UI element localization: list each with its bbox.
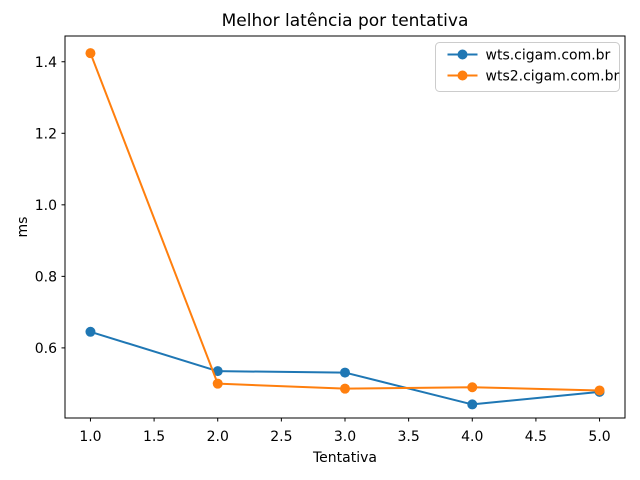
data-point-marker — [467, 399, 478, 410]
data-point-marker — [212, 378, 223, 389]
x-tick-label: 4.0 — [461, 429, 483, 445]
legend-item-wts.cigam.com.br: wts.cigam.com.br — [447, 48, 611, 64]
x-tick-label: 5.0 — [588, 429, 610, 445]
axes-layer: 1.0 1.5 2.0 2.5 3.0 3.5 4.0 4.5 5.0 0.6 0.8 1.0 1.2 1… — [35, 35, 626, 445]
legend-label: wts.cigam.com.br — [486, 48, 611, 64]
axes-box — [64, 35, 626, 419]
legend-label: wts2.cigam.com.br — [486, 69, 620, 85]
legend-layer: wts.cigam.com.br wts2.cigam.com.br — [435, 42, 620, 92]
legend-marker — [457, 49, 468, 60]
x-tick-label: 2.5 — [270, 429, 292, 445]
series-wts2.cigam.com.br — [85, 48, 605, 396]
y-tick-label: 1.0 — [35, 198, 57, 214]
y-tick-label: 0.6 — [35, 341, 57, 357]
data-point-marker — [594, 385, 605, 396]
legend-item-wts2.cigam.com.br: wts2.cigam.com.br — [447, 69, 620, 85]
legend-marker — [457, 70, 468, 81]
x-tick-label: 3.5 — [398, 429, 420, 445]
x-tick-label: 2.0 — [207, 429, 229, 445]
data-point-marker — [340, 367, 350, 378]
y-tick-label: 0.8 — [35, 269, 57, 285]
legend-box — [435, 42, 620, 92]
data-point-marker — [340, 383, 350, 394]
data-point-marker — [85, 326, 96, 337]
y-axis-label: ms — [15, 217, 31, 238]
x-tick-label: 1.0 — [79, 429, 101, 445]
x-tick-label: 4.5 — [525, 429, 547, 445]
series-line — [89, 52, 601, 392]
x-axis-label: Tentativa — [312, 450, 377, 466]
y-tick-label: 1.2 — [35, 126, 57, 142]
data-point-marker — [212, 366, 223, 377]
data-point-marker — [467, 382, 478, 393]
chart-title: Melhor latência por tentativa — [222, 11, 469, 31]
series-layer — [85, 48, 605, 410]
y-tick-label: 1.4 — [35, 55, 57, 71]
x-tick-label: 1.5 — [143, 429, 165, 445]
data-point-marker — [85, 48, 96, 59]
x-tick-label: 3.0 — [334, 429, 356, 445]
series-wts.cigam.com.br — [85, 326, 605, 410]
